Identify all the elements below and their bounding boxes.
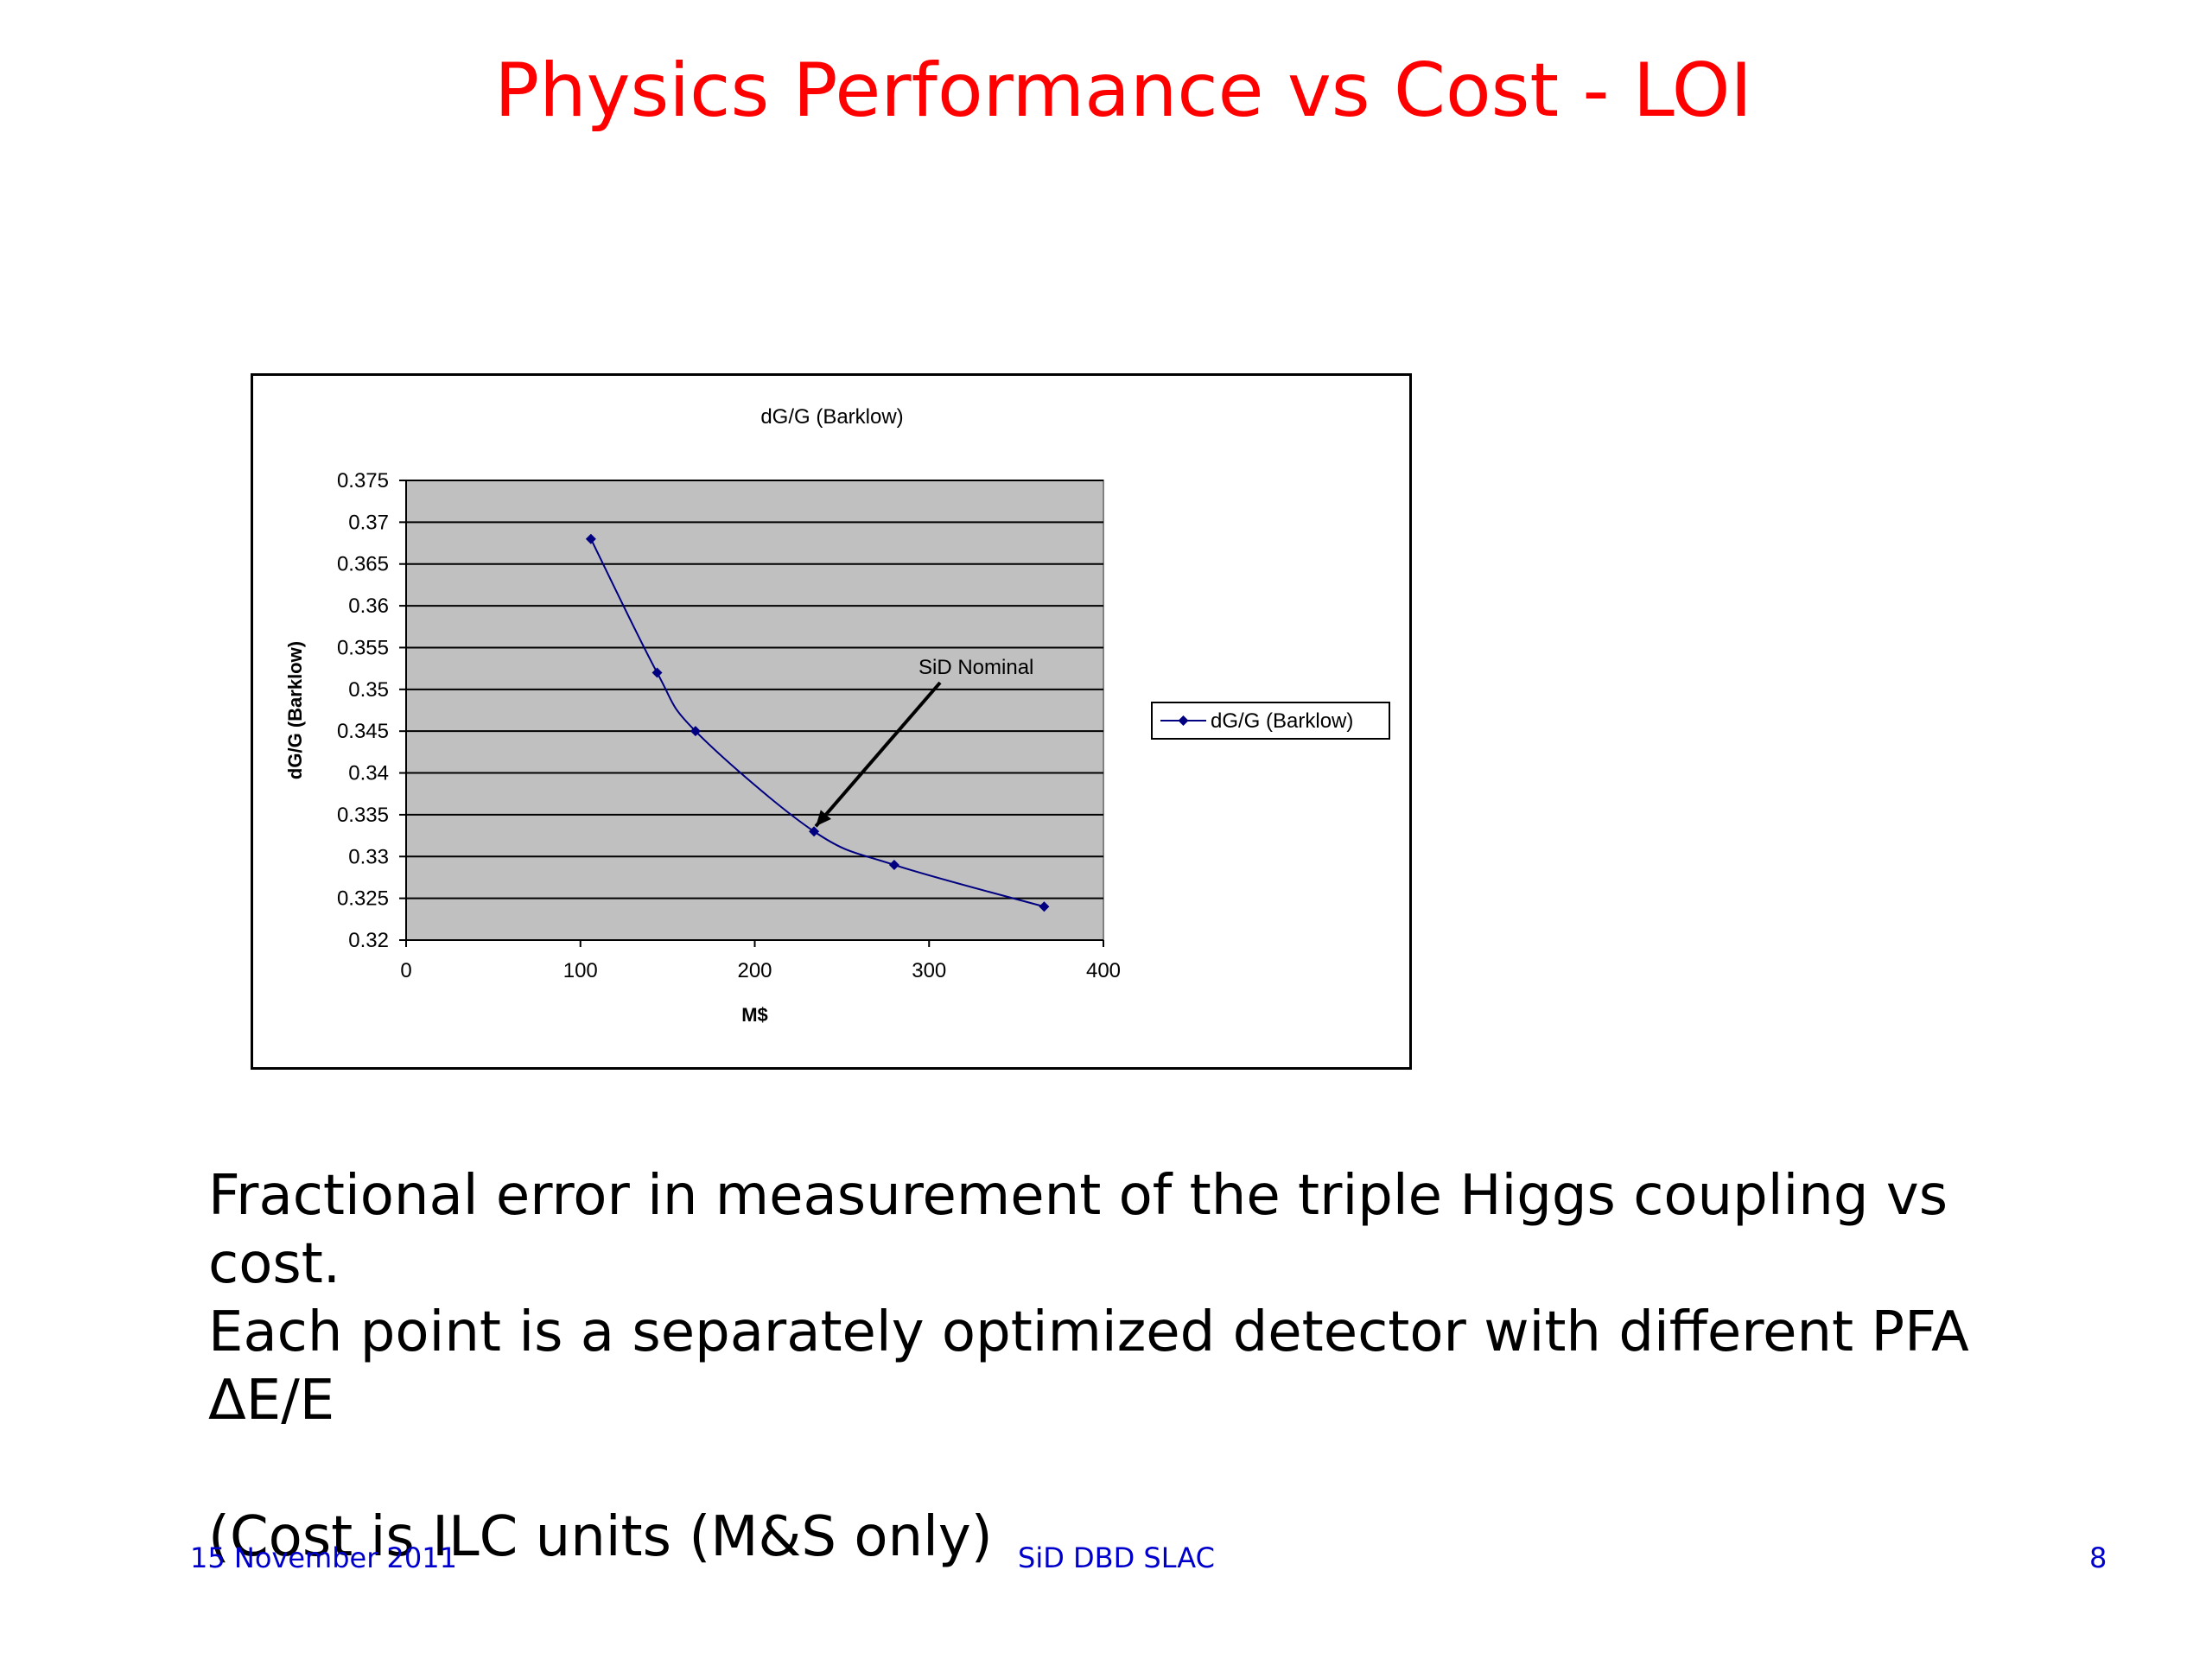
series-layer: [585, 533, 1050, 912]
footer-center: SiD DBD SLAC: [1018, 1541, 1215, 1574]
data-point: [809, 826, 820, 837]
y-tick-label: 0.365: [337, 553, 389, 576]
x-tick-label: 200: [737, 959, 772, 982]
annotation-arrow: [814, 681, 942, 828]
x-tick-label: 0: [400, 959, 411, 982]
x-tick-labels: 0 100 200 300 400: [400, 959, 1121, 982]
body-line-2: Each point is a separately optimized det…: [208, 1300, 1969, 1433]
line-chart: dG/G (Barklow) 0.320.3250.330.3350.340.3…: [284, 405, 1390, 1026]
series-line: [589, 538, 1045, 908]
annotation-label: SiD Nominal: [918, 656, 1033, 679]
y-tick-labels: 0.32 0.325 0.33 0.335 0.34 0.345 0.35 0.355 0.36…: [337, 469, 389, 952]
y-tick-label: 0.335: [337, 804, 389, 827]
x-tick-label: 300: [912, 959, 946, 982]
data-point: [652, 667, 663, 678]
slide-title: Physics Performance vs Cost - LOI: [494, 48, 1752, 134]
page-number: 8: [2089, 1541, 2107, 1574]
y-tick-label: 0.32: [348, 929, 389, 952]
axes: [399, 480, 1104, 947]
data-point: [690, 726, 701, 737]
body-line-3: (Cost is ILC units (M&S only): [208, 1505, 993, 1569]
y-tick-label: 0.37: [348, 511, 389, 534]
chart-title: dG/G (Barklow): [760, 405, 903, 429]
chart-frame: dG/G (Barklow) 0.32 0.325 0.33 0.335 0.34 0.3…: [251, 373, 1412, 1070]
slide-body: Fractional error in measurement of the t…: [208, 1162, 2066, 1572]
y-tick-label: 0.34: [348, 762, 389, 785]
data-point: [1039, 901, 1050, 912]
plot-area: [405, 480, 1104, 941]
y-tick-label: 0.345: [337, 720, 389, 743]
legend: dG/G (Barklow): [1151, 702, 1390, 740]
legend-label: dG/G (Barklow): [1211, 709, 1353, 733]
data-point: [585, 533, 596, 544]
x-tick-label: 100: [563, 959, 598, 982]
body-line-1: Fractional error in measurement of the t…: [208, 1164, 1948, 1296]
annotation-arrowhead: [816, 810, 831, 827]
y-axis-label: dG/G (Barklow): [284, 641, 306, 779]
y-tick-label: 0.325: [337, 887, 389, 911]
legend-marker: [1178, 715, 1189, 726]
x-tick-label: 400: [1086, 959, 1121, 982]
x-axis-label: M$: [741, 1004, 768, 1026]
y-tick-label: 0.355: [337, 636, 389, 659]
y-tick-label: 0.33: [348, 845, 389, 868]
y-tick-label: 0.375: [337, 469, 389, 493]
y-tick-label: 0.36: [348, 594, 389, 618]
data-point: [888, 859, 899, 870]
y-tick-label: 0.35: [348, 678, 389, 702]
gridlines: [406, 480, 1103, 899]
footer-date: 15 November 2011: [190, 1541, 457, 1574]
annotation-layer: SiD Nominal: [814, 656, 1033, 828]
